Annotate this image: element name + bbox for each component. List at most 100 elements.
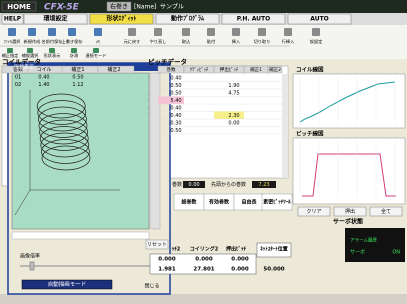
summary-value: 50.000 [263,267,284,273]
popup-hscroll[interactable] [12,232,149,239]
tab-label[interactable]: AUTO [310,16,329,23]
chart-title: コイル線図 [296,66,324,74]
toolbar-icon[interactable] [284,28,292,36]
summary-header-label: 素密ﾋﾟｯﾁﾂｰﾙ [262,199,291,206]
summary-value: 27.801 [193,267,214,273]
cell: 0.00 [228,120,239,126]
column-header: 補正1 [250,66,262,73]
summary-label: 押出ﾋﾟｯﾁ [226,246,247,253]
panel-button-label[interactable]: クリア [306,209,321,215]
cell: 2.30 [228,113,239,119]
tab-label[interactable]: 環境設定 [43,15,67,23]
direction: 右巻き [110,2,128,10]
name-value: サンプル [160,3,184,10]
column-header: 補正2 [107,66,120,73]
logo: CFX-5E [44,3,80,13]
column-header: 補正1 [71,66,84,73]
page: { "header": {"home": "HOME", "logo": "CF… [0,0,407,304]
column-header: コイル [36,67,51,73]
cell: 0.50 [170,83,181,89]
panel-button-label[interactable]: 全て [381,208,391,215]
panel-button-label[interactable]: 押出 [345,208,355,215]
toolbar-label[interactable]: 仮設定 [310,38,323,45]
tab-label[interactable]: 形状ｴﾃﾞｨｯﾄ [106,15,136,23]
servo-title: サーボ状態 [333,218,363,226]
toolbar-label[interactable]: やり直し [150,38,167,45]
summary-label: ｯﾁ2 [172,247,181,253]
toolbar-icon[interactable] [232,28,240,36]
status-label: 先頭からの巻数 [211,181,246,188]
summary-header-label: 総巻数 [181,199,197,206]
close-label[interactable]: 閉じる [144,284,159,290]
summary-value: 0.000 [195,257,213,263]
cell: 1.40 [38,82,49,88]
toolbar-icon[interactable] [312,28,320,36]
toolbar-icon[interactable] [258,28,266,36]
cell: 0.40 [170,105,181,111]
servo-alarm: アラーム履歴 [350,238,377,244]
summary-header-label: 有効巻数 [209,199,230,206]
auto-draw-label[interactable]: 自動描画モード [48,280,87,288]
cell: 0.50 [170,128,181,134]
name-label: [Name] [134,3,156,10]
reset-label[interactable]: リセット [147,242,167,248]
cell: 0.40 [38,75,49,81]
tab-label[interactable]: P.H. AUTO [237,16,271,23]
toolbar-icon[interactable] [207,28,215,36]
toolbar-icon[interactable] [48,28,56,36]
toolbar-label[interactable]: 行挿入 [282,38,295,45]
column-header: ｸﾃﾞｨﾋﾟｯﾁ [190,66,209,73]
cell: 0.40 [170,113,181,119]
toolbar-icon[interactable] [154,28,162,36]
toolbar-icon[interactable] [68,28,76,36]
summary-value: 0.000 [158,257,176,263]
pitch-scrollbar[interactable] [282,74,288,178]
popup-title: 形状表示 [14,64,34,71]
zoom-slider-thumb[interactable] [30,262,34,270]
status-label: 巻数 [172,181,182,188]
cell: 1.12 [72,82,83,88]
toolbar-label[interactable]: 挿入 [232,38,241,45]
cell: 4.75 [228,90,239,96]
zoom-label: 画像倍率 [20,253,40,260]
tab-label[interactable]: HELP [4,16,22,23]
toolbar-label[interactable]: 形状表示 [44,52,61,59]
toolbar-label[interactable]: 新規作成 [24,38,41,45]
cell: 0.50 [170,90,181,96]
status-value: 7.23 [258,182,269,188]
toolbar-icon[interactable] [94,28,102,36]
toolbar-label[interactable]: ﾌｧｲﾙ選択 [4,38,22,45]
shape-view [12,73,149,229]
coil-chart-area [293,74,405,128]
toolbar-label[interactable]: ﾒﾓ [96,39,100,44]
toolbar-icon[interactable] [28,28,36,36]
toolbar-label[interactable]: 計測 [70,52,78,59]
toolbar-label[interactable]: 取込 [182,38,191,45]
cell: 0.30 [170,120,181,126]
summary-value: 0.000 [231,257,249,263]
toolbar-label[interactable]: 連続モード [86,52,107,59]
bottom-strip [0,294,407,304]
chart-title: ピッチ線図 [296,130,324,138]
toolbar-label[interactable]: 名前付保存 [42,38,63,45]
home-label[interactable]: HOME [7,3,31,11]
toolbar-icon[interactable] [128,28,136,36]
toolbar-icon[interactable] [182,28,190,36]
toolbar-label[interactable]: 貼付 [207,38,215,45]
summary-value: 0.000 [231,267,249,273]
servo-on: ON [392,250,400,256]
toolbar-label[interactable]: 元に戻す [124,38,141,45]
toolbar-icon[interactable] [8,28,16,36]
summary-label: ﾈｯﾄｽﾀｰﾄ位置 [260,246,288,253]
column-header: 補正2 [269,66,281,73]
cell: 1.90 [228,83,239,89]
cell: 0.50 [72,75,83,81]
toolbar-label[interactable]: 上書き保存 [62,38,83,45]
column-header: 巻数 [166,66,176,73]
summary-label: コイリング2 [190,246,219,253]
toolbar-label[interactable]: 切り取り [254,38,271,45]
servo-label: サーボ [350,249,365,256]
summary-value: 1.981 [158,267,176,273]
status-value: 0.00 [188,182,199,188]
tab-label[interactable]: 動作ﾌﾟﾛｸﾞﾗﾑ [171,15,204,23]
